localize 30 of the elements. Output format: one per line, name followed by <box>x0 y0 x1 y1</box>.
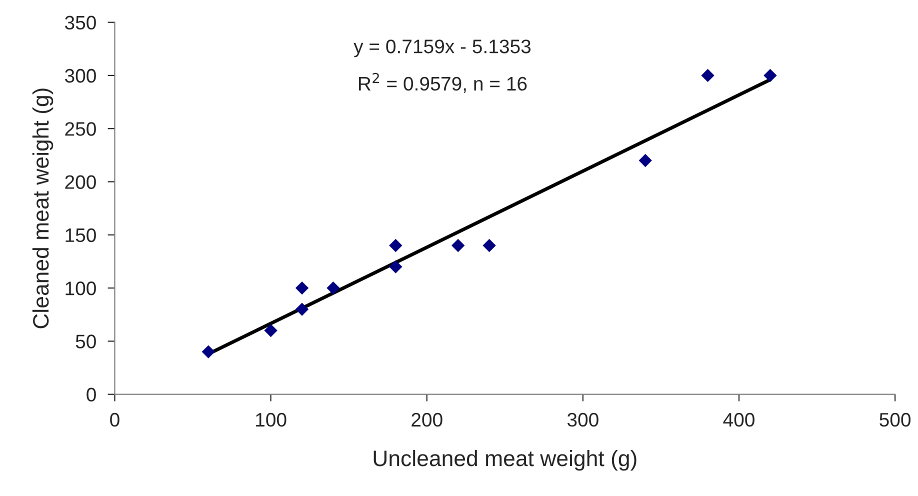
point <box>264 324 278 338</box>
y-tick-label: 350 <box>64 16 96 30</box>
x-tick-label: 300 <box>567 412 598 427</box>
point <box>638 154 652 168</box>
point <box>482 238 496 252</box>
point <box>202 345 215 358</box>
annotation: R$^{2}$ = 0.9579, n = 16 <box>359 72 527 93</box>
point <box>389 260 402 274</box>
x-tick-label: 400 <box>723 412 754 427</box>
y-tick-label: 50 <box>76 334 96 348</box>
y-axis-title: Cleaned meat weight (g) <box>32 88 54 328</box>
y-tick-label: 250 <box>65 122 96 136</box>
y-tick-label: 100 <box>66 282 96 296</box>
point <box>326 281 340 295</box>
x-tick-label: 0 <box>110 412 120 427</box>
x-tick-label: 500 <box>880 412 911 427</box>
point <box>295 281 309 295</box>
x-axis-title: Uncleaned meat weight (g) <box>374 450 636 471</box>
y-tick-label: 0 <box>86 388 96 402</box>
point <box>764 68 777 82</box>
x-tick-label: 200 <box>412 412 442 427</box>
annotation: y = 0.7159x - 5.1353 <box>354 40 531 58</box>
point <box>389 238 402 252</box>
x-tick-label: 100 <box>256 412 286 427</box>
point <box>295 302 309 316</box>
point <box>701 68 714 82</box>
y-tick-label: 300 <box>64 68 96 83</box>
point <box>451 238 465 252</box>
y-tick-label: 150 <box>66 228 96 242</box>
y-tick-label: 200 <box>65 175 96 189</box>
